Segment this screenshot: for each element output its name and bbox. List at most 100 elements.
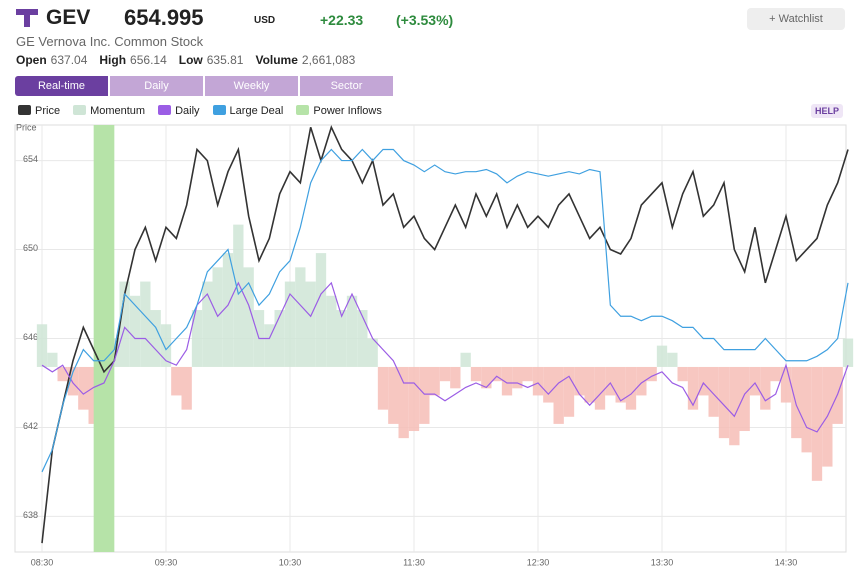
momentum-bar xyxy=(274,310,285,367)
legend-label: Price xyxy=(35,105,61,117)
x-tick-label: 14:30 xyxy=(775,557,798,567)
momentum-bar xyxy=(625,366,637,410)
momentum-bar xyxy=(212,267,223,367)
momentum-bar xyxy=(532,366,544,396)
legend-label: Daily xyxy=(175,105,200,117)
x-tick-label: 11:30 xyxy=(403,557,425,567)
momentum-bar xyxy=(718,366,730,439)
x-tick-label: 12:30 xyxy=(527,557,550,567)
momentum-bar xyxy=(636,366,647,396)
stat-value: 637.04 xyxy=(50,53,88,67)
momentum-bar xyxy=(264,324,275,367)
company-name: GE Vernova Inc. Common Stock xyxy=(16,34,204,49)
legend-swatch xyxy=(73,105,87,115)
x-tick-label: 10:30 xyxy=(279,557,302,567)
series-line xyxy=(41,281,849,433)
momentum-bar xyxy=(388,366,399,424)
momentum-bar xyxy=(605,366,616,396)
stat-label: High xyxy=(99,53,127,67)
y-axis-label: Price xyxy=(16,122,37,132)
momentum-bar xyxy=(780,366,792,403)
stat-label: Volume xyxy=(255,53,298,67)
momentum-bar xyxy=(470,366,482,382)
help[interactable]: HELP xyxy=(811,104,844,118)
momentum-bar xyxy=(656,345,668,367)
series-line xyxy=(41,125,849,544)
series-line xyxy=(41,148,849,473)
momentum-bar xyxy=(729,366,740,446)
x-tick-label: 09:30 xyxy=(155,557,178,567)
momentum-bar xyxy=(677,366,688,382)
x-tick-label: 13:30 xyxy=(651,557,674,567)
momentum-bar xyxy=(336,310,347,367)
momentum-bar xyxy=(594,366,606,410)
power-inflows-band xyxy=(93,125,115,552)
momentum-bar xyxy=(574,366,585,396)
momentum-bar xyxy=(760,366,771,410)
momentum-bar xyxy=(439,366,451,382)
tab[interactable]: Sector xyxy=(300,76,393,96)
legend-swatch xyxy=(212,105,226,115)
y-tick-label: 654 xyxy=(23,154,38,164)
momentum-bar xyxy=(243,267,254,367)
momentum-bar xyxy=(202,281,213,367)
momentum-bar xyxy=(646,366,657,382)
momentum-bar xyxy=(398,366,409,439)
momentum-bar xyxy=(191,310,203,367)
momentum-bar xyxy=(749,366,761,396)
legend: Price Momentum Daily Large Deal Power Inflow… xyxy=(18,105,395,117)
currency: USD xyxy=(254,15,276,26)
momentum-bar xyxy=(419,366,430,424)
stat-label: Open xyxy=(16,53,47,67)
legend-swatch xyxy=(296,105,310,115)
watchlist-button[interactable]: + Watchlist xyxy=(747,8,845,30)
momentum-bar xyxy=(119,281,130,367)
tab[interactable]: Weekly xyxy=(205,76,298,96)
stat-value: 635.81 xyxy=(206,53,244,67)
momentum-bar xyxy=(450,366,461,389)
momentum-bar xyxy=(708,366,719,417)
stats: Open 637.04 High 656.14 Low 635.81 Volume 2,661… xyxy=(16,53,367,67)
logo xyxy=(16,9,38,27)
momentum-bar xyxy=(770,366,781,382)
momentum-bar xyxy=(357,310,368,367)
y-tick-label: 650 xyxy=(23,243,38,253)
legend-swatch xyxy=(18,105,31,115)
watchlist-label: Watchlist xyxy=(778,13,823,25)
momentum-bar xyxy=(295,267,306,367)
tab[interactable]: Real-time xyxy=(15,76,108,96)
y-tick-label: 646 xyxy=(23,332,38,342)
momentum-bar xyxy=(584,366,595,403)
momentum-bar xyxy=(739,366,750,432)
momentum-bar xyxy=(47,352,58,367)
momentum-bar xyxy=(57,366,68,382)
momentum-bar xyxy=(429,366,440,396)
momentum-bar xyxy=(408,366,420,432)
y-tick-label: 642 xyxy=(23,421,38,431)
momentum-bar xyxy=(150,310,161,367)
momentum-bar xyxy=(305,281,316,367)
price: 654.995 xyxy=(124,5,204,30)
tab[interactable]: Daily xyxy=(110,76,203,96)
momentum-bar xyxy=(543,366,554,403)
momentum-bar xyxy=(522,366,533,382)
x-tick-label: 08:30 xyxy=(31,557,54,567)
y-tick-label: 638 xyxy=(23,510,38,520)
momentum-bar xyxy=(563,366,575,417)
momentum-bar xyxy=(67,366,79,396)
legend-label: Momentum xyxy=(90,105,146,117)
momentum-bar xyxy=(171,366,182,396)
ticker: GEV xyxy=(46,6,91,29)
momentum-bar xyxy=(460,352,471,367)
momentum-bar xyxy=(36,324,48,367)
stat-value: 2,661,083 xyxy=(301,53,356,67)
momentum-bar xyxy=(491,366,502,382)
momentum-bar xyxy=(160,324,172,367)
legend-swatch xyxy=(158,105,172,115)
momentum-bar xyxy=(140,281,151,367)
momentum-bar xyxy=(129,295,141,367)
momentum-bar xyxy=(222,253,234,367)
momentum-bar xyxy=(315,253,327,367)
